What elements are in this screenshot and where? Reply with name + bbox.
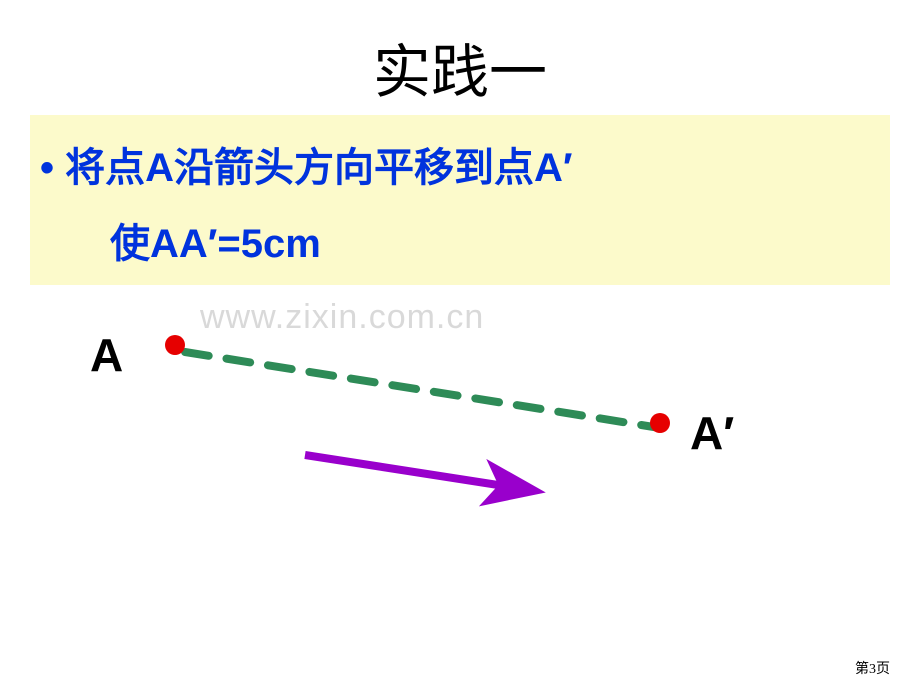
point-a [165, 335, 185, 355]
label-a-text: A [90, 329, 123, 381]
arrow-line [305, 455, 530, 490]
instruction-text1: 将点A沿箭头方向平移到点A′ [65, 146, 572, 190]
instruction-line1: • 将点A沿箭头方向平移到点A′ [40, 135, 880, 193]
title-text: 实践一 [373, 40, 547, 105]
bullet: • [40, 146, 54, 190]
diagram-area: A A′ [60, 310, 860, 590]
label-a-prime: A′ [690, 406, 734, 460]
dashed-line [185, 352, 660, 428]
instruction-line2: 使AA′=5cm [110, 211, 880, 269]
instruction-box: • 将点A沿箭头方向平移到点A′ 使AA′=5cm [30, 115, 890, 285]
label-a: A [90, 328, 123, 382]
point-a-prime [650, 413, 670, 433]
page-number: 第3页 [855, 658, 890, 678]
page-number-text: 第3页 [855, 662, 890, 677]
label-a-prime-text: A′ [690, 407, 734, 459]
slide-title: 实践一 [0, 25, 920, 109]
instruction-text2: 使AA′=5cm [110, 222, 321, 266]
